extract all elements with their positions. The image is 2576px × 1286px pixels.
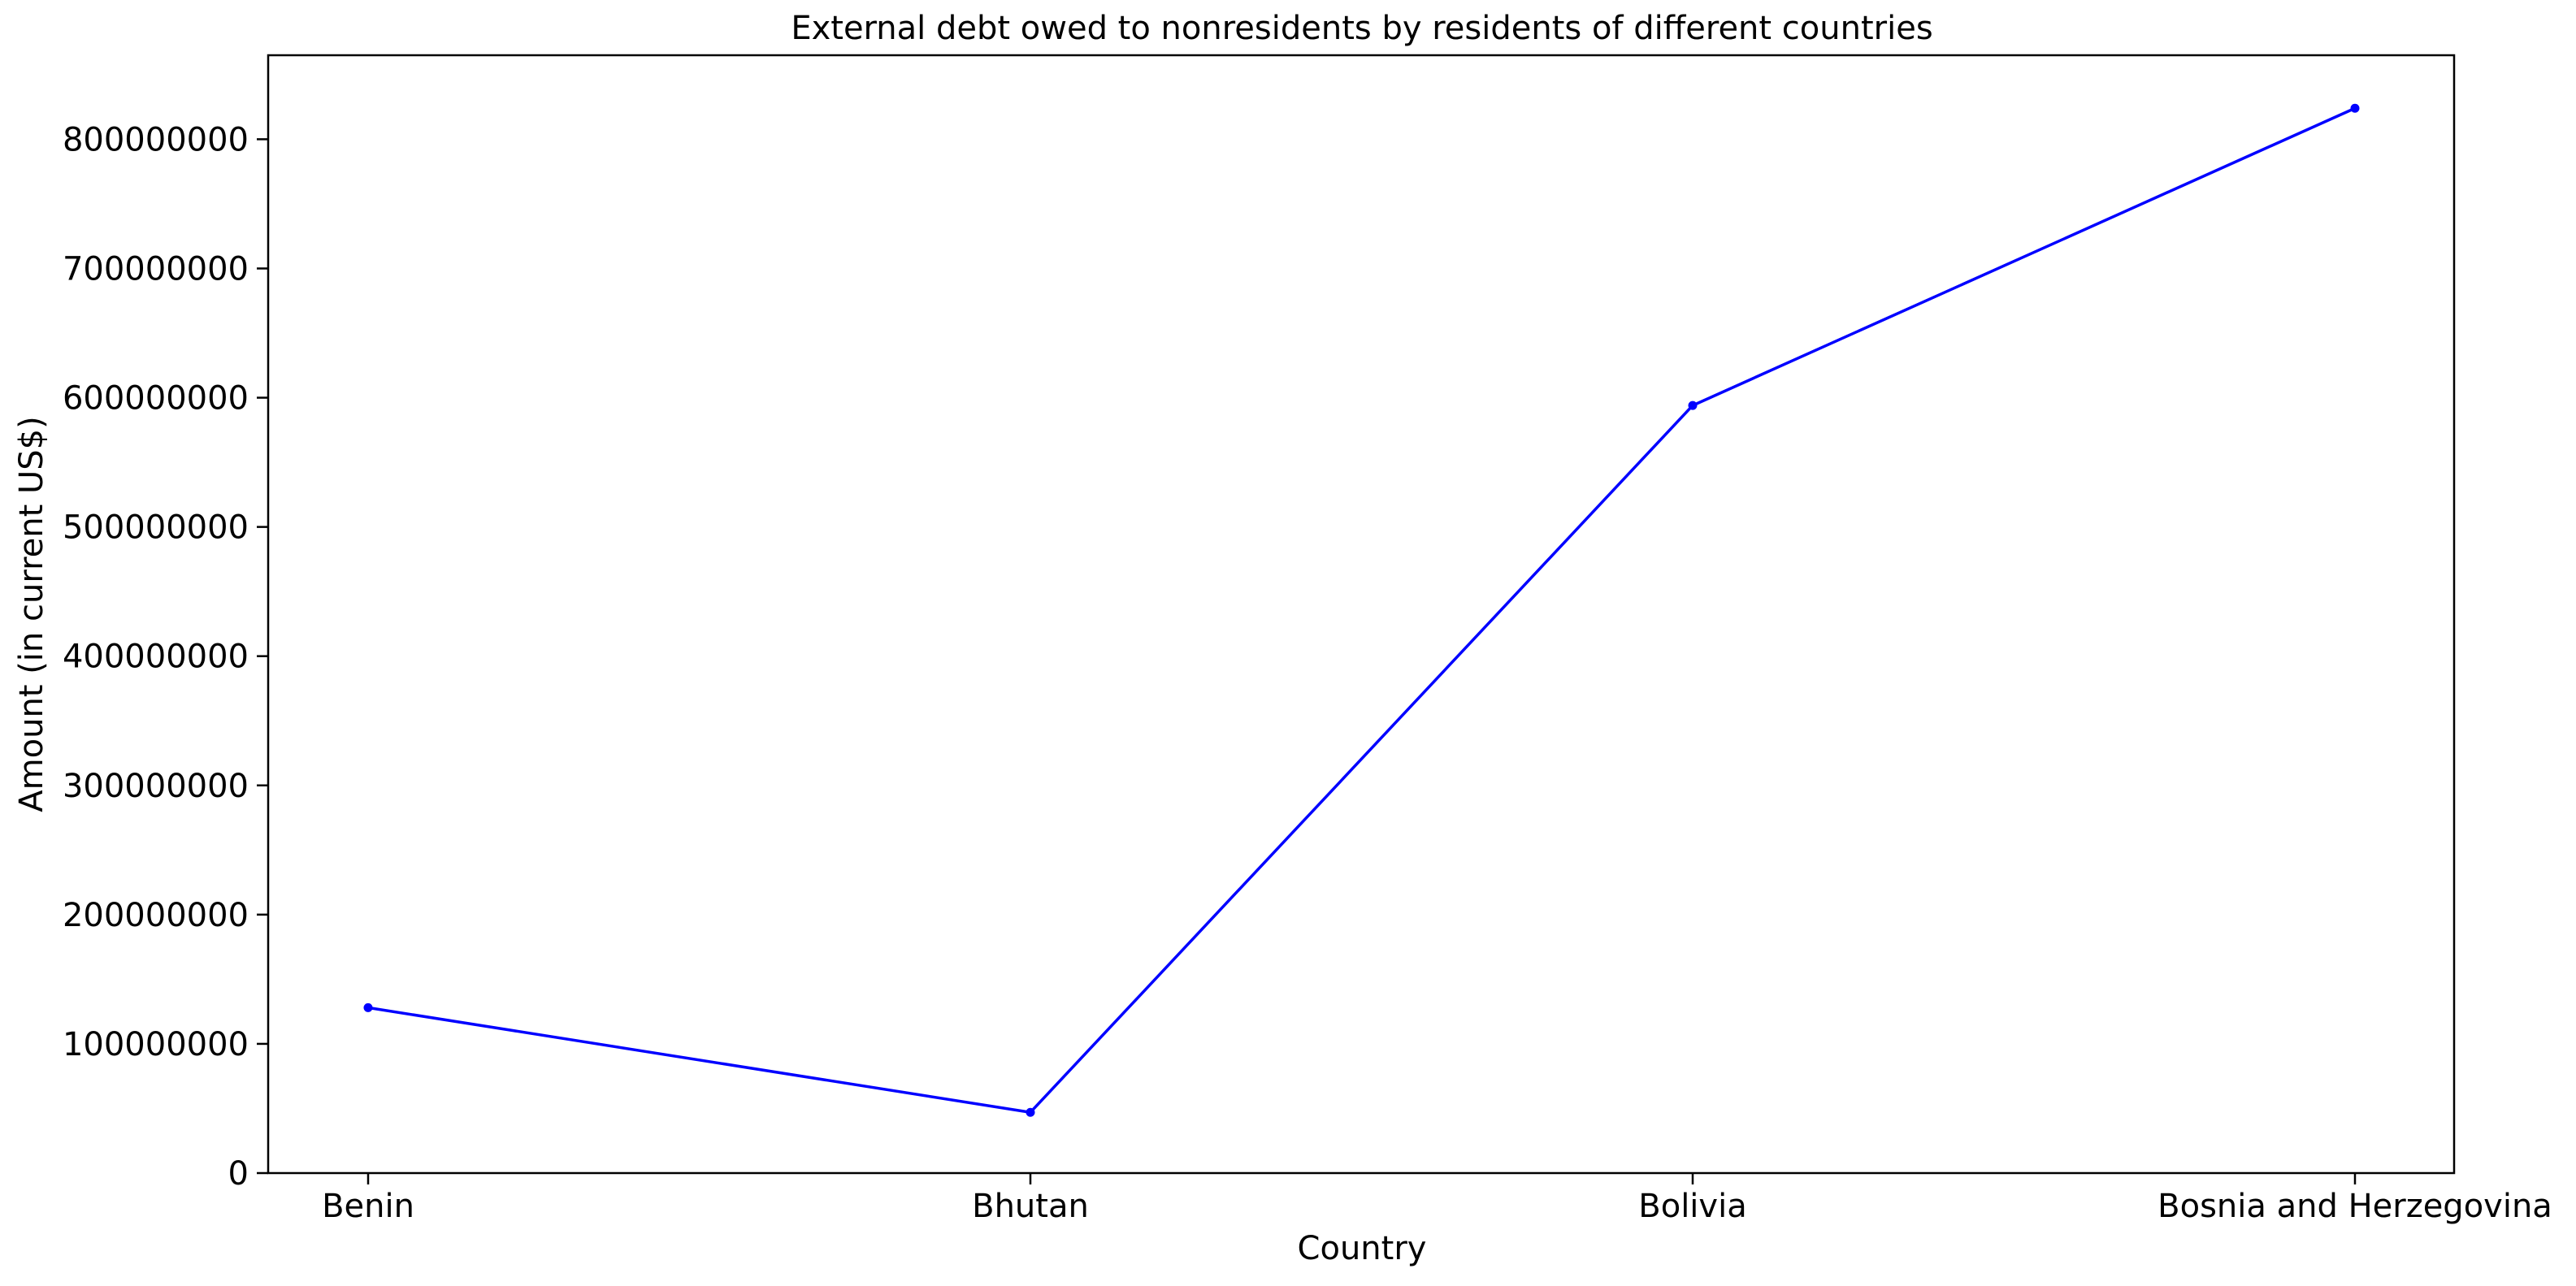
data-point xyxy=(1026,1107,1035,1117)
x-tick-label: Bhutan xyxy=(972,1188,1089,1225)
x-axis-label: Country xyxy=(1298,1230,1427,1267)
y-tick-label: 500000000 xyxy=(63,509,249,547)
x-tick-label: Bosnia and Herzegovina xyxy=(2158,1188,2552,1225)
x-tick-label: Bolivia xyxy=(1638,1188,1746,1225)
y-axis-label: Amount (in current US$) xyxy=(13,416,50,812)
y-axis: 0 100000000 200000000 300000000 400000000 500… xyxy=(63,121,268,1193)
data-point xyxy=(1688,401,1698,410)
series-line xyxy=(367,106,2356,1114)
y-tick-label: 600000000 xyxy=(63,380,249,418)
x-axis: Benin Bhutan Bolivia Bosnia and Herzegovina xyxy=(322,1173,2552,1225)
data-point xyxy=(363,1002,373,1012)
y-tick-label: 400000000 xyxy=(63,639,249,676)
y-tick-label: 0 xyxy=(228,1155,249,1193)
chart-title: External debt owed to nonresidents by re… xyxy=(791,10,1932,47)
series-layer xyxy=(363,103,2360,1117)
y-tick-label: 800000000 xyxy=(63,121,249,158)
x-tick-label: Benin xyxy=(322,1188,414,1225)
y-tick-label: 200000000 xyxy=(63,897,249,934)
data-point xyxy=(2350,103,2360,113)
y-tick-label: 700000000 xyxy=(63,250,249,288)
y-tick-label: 300000000 xyxy=(63,768,249,805)
y-tick-label: 100000000 xyxy=(63,1026,249,1063)
plot-area-frame xyxy=(267,54,2456,1175)
